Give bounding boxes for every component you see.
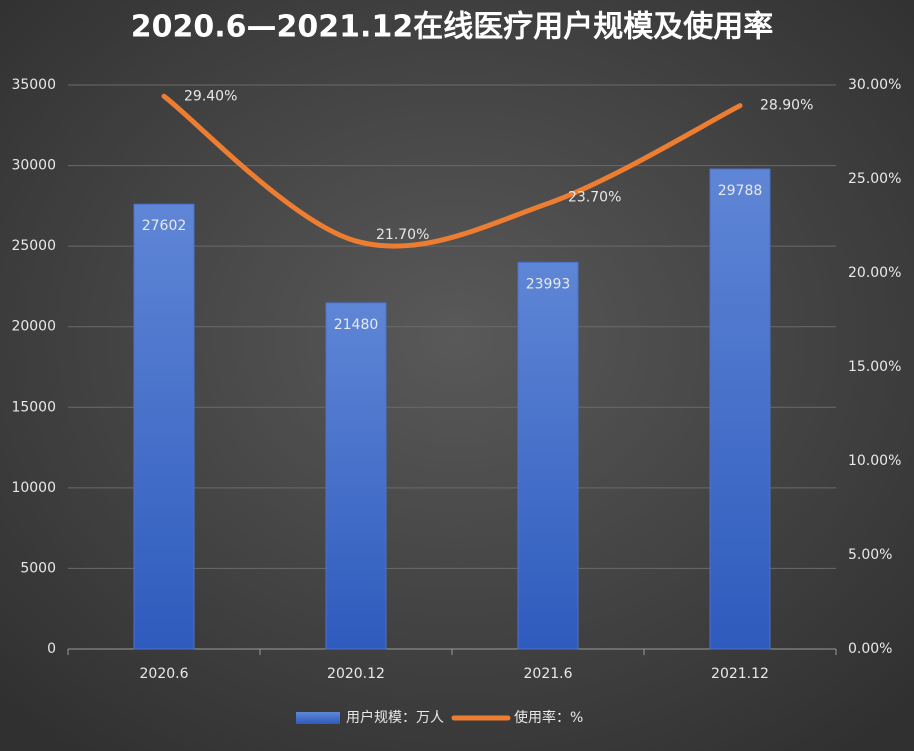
y-tick-label: 15000	[11, 399, 56, 415]
y2-tick-label: 10.00%	[848, 453, 901, 469]
bar	[133, 203, 195, 650]
x-tick-label: 2020.6	[140, 666, 189, 682]
y-tick-label: 0	[47, 641, 56, 657]
y2-tick-label: 25.00%	[848, 171, 901, 187]
x-tick-label: 2021.6	[524, 666, 573, 682]
y-tick-label: 5000	[20, 560, 56, 576]
bar-value-label: 23993	[526, 276, 571, 292]
bar-value-label: 29788	[718, 183, 763, 199]
line-value-label: 21.70%	[376, 227, 429, 243]
bar-value-label: 27602	[142, 218, 187, 234]
y2-tick-label: 15.00%	[848, 359, 901, 375]
x-tick-label: 2020.12	[327, 666, 385, 682]
legend-swatch	[296, 712, 340, 724]
y2-tick-label: 0.00%	[848, 641, 892, 657]
line-value-label: 29.40%	[184, 88, 237, 104]
line-value-label: 28.90%	[760, 98, 813, 114]
bar	[325, 302, 387, 650]
legend-label: 用户规模：万人	[346, 709, 444, 726]
y-tick-label: 20000	[11, 319, 56, 335]
line	[161, 93, 743, 249]
bar	[517, 261, 579, 650]
bar	[709, 168, 771, 650]
chart-title: 2020.6—2021.12在线医疗用户规模及使用率	[131, 10, 773, 45]
y-tick-label: 30000	[11, 158, 56, 174]
y-tick-label: 25000	[11, 238, 56, 254]
legend-label: 使用率：%	[514, 709, 583, 726]
line-value-label: 23.70%	[568, 189, 621, 205]
y-tick-label: 35000	[11, 77, 56, 93]
y2-tick-label: 30.00%	[848, 77, 901, 93]
bar-value-label: 21480	[334, 317, 379, 333]
y-tick-label: 10000	[11, 480, 56, 496]
y2-tick-label: 5.00%	[848, 547, 892, 563]
x-tick-label: 2021.12	[711, 666, 769, 682]
y2-tick-label: 20.00%	[848, 265, 901, 281]
